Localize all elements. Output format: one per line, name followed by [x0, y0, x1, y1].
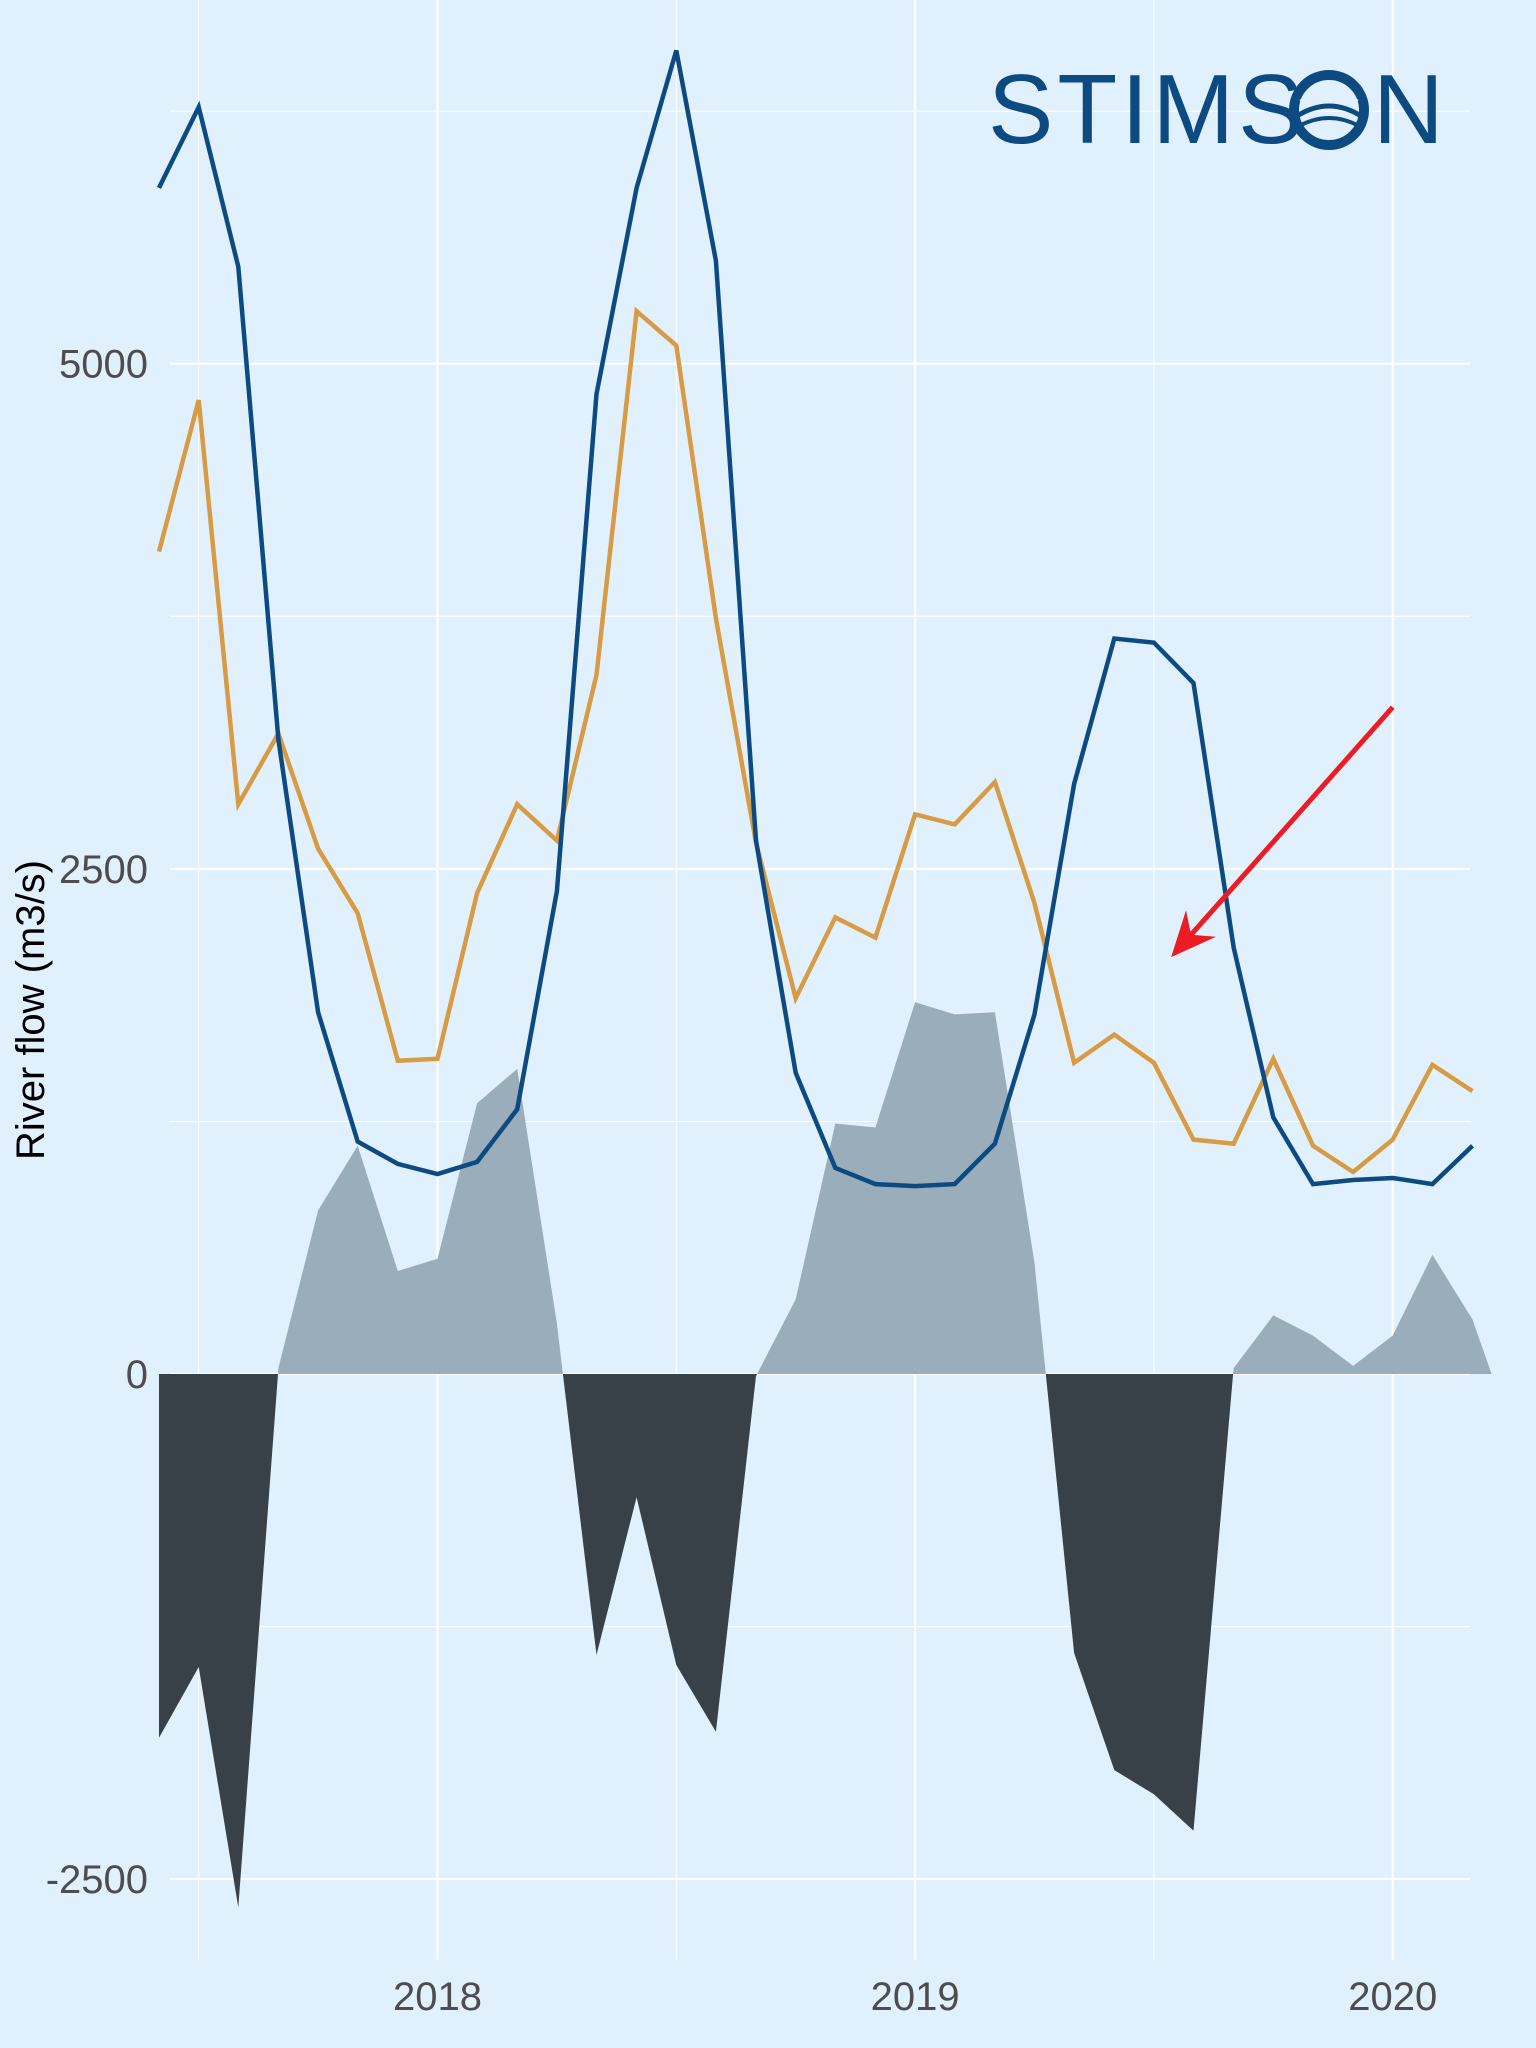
- x-tick-label: 2019: [871, 1975, 960, 2019]
- difference-area-negative: [159, 1374, 1492, 1908]
- logo-text-right: N: [1373, 54, 1448, 164]
- difference-area-positive: [278, 1002, 1492, 1374]
- globe-icon: [1289, 70, 1369, 150]
- tick-labels: -2500 0 2500 5000 2018 2019 2020: [46, 343, 1438, 2019]
- y-tick-label: -2500: [46, 1858, 148, 1902]
- y-tick-label: 0: [126, 1353, 148, 1397]
- series-lines: [156, 49, 1475, 1189]
- y-tick-label: 5000: [59, 343, 148, 387]
- stimson-logo: STIMS N: [988, 54, 1448, 164]
- logo-text-left: STIMS: [988, 54, 1307, 164]
- x-tick-label: 2018: [393, 1975, 482, 2019]
- annotations: [1171, 705, 1395, 958]
- red-arrow: [1171, 705, 1395, 958]
- x-tick-label: 2020: [1348, 1975, 1437, 2019]
- series-line-orange: [156, 306, 1474, 1175]
- y-tick-label: 2500: [59, 848, 148, 892]
- difference-area: [159, 1002, 1492, 1908]
- series-line-blue: [156, 49, 1475, 1189]
- y-axis-title: River flow (m3/s): [9, 860, 53, 1160]
